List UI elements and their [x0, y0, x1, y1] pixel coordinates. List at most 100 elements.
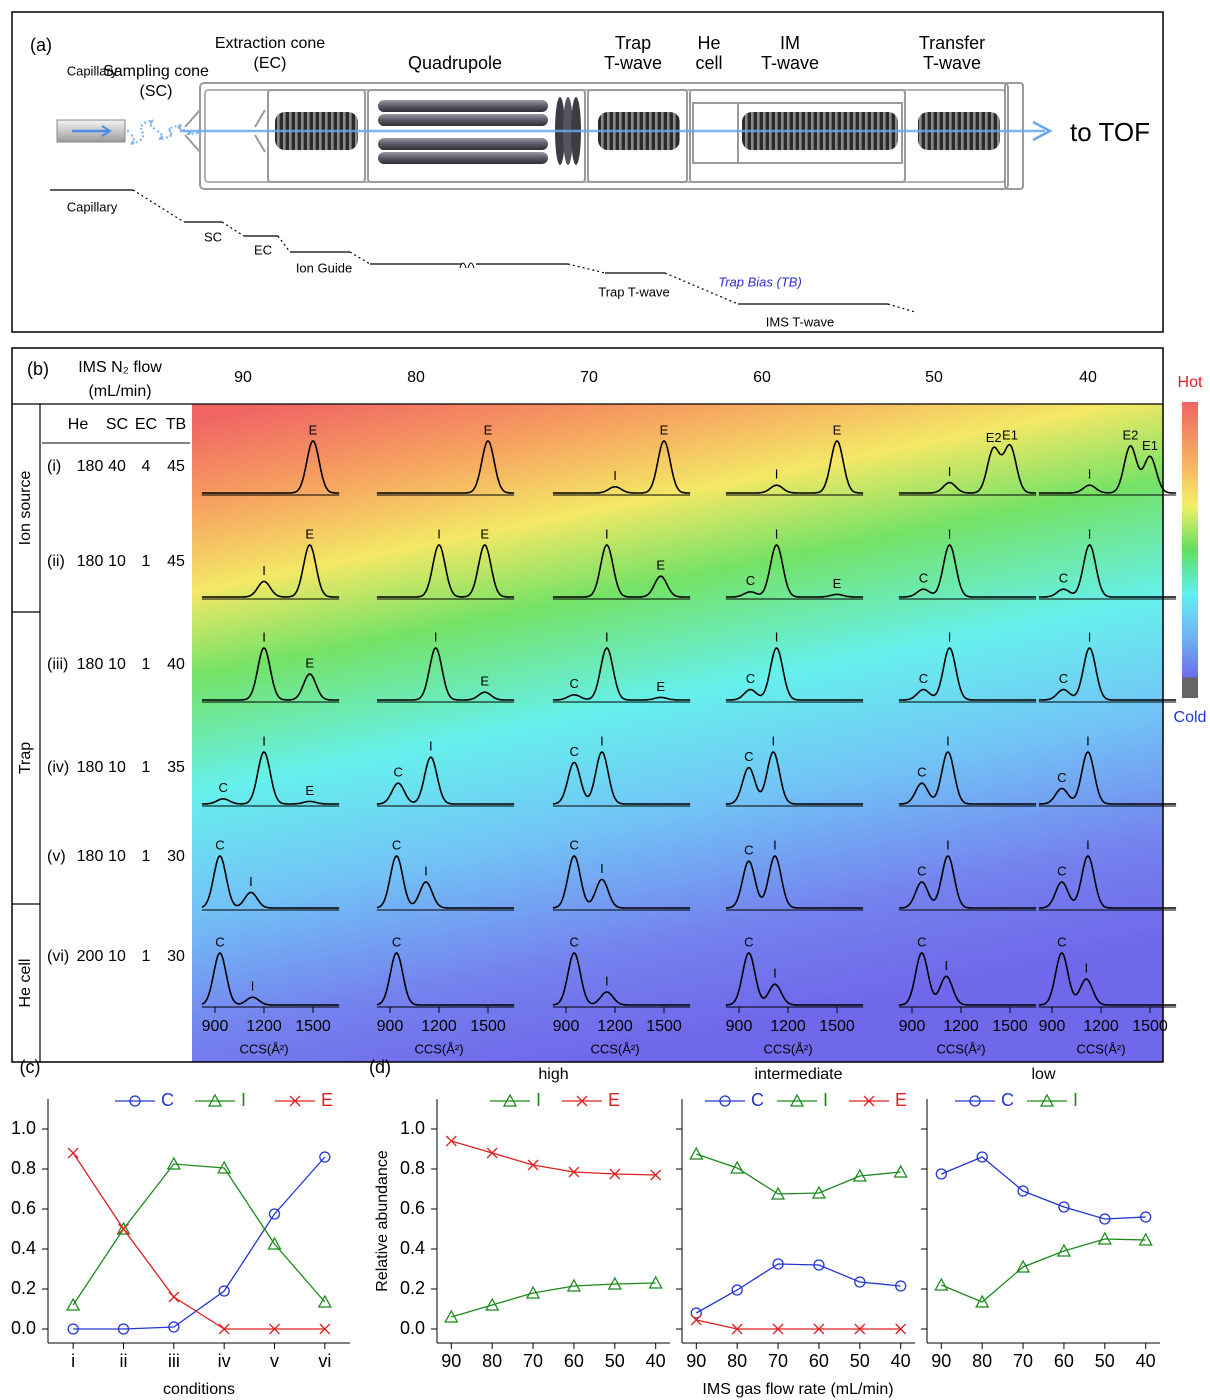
chart-title: intermediate	[754, 1066, 842, 1083]
peak-label: I	[605, 526, 609, 541]
marker	[568, 1166, 580, 1178]
condition-label: (i)	[47, 458, 61, 475]
condition-label: (v)	[47, 848, 66, 865]
peak-label: I	[605, 629, 609, 644]
spectrum	[1038, 751, 1177, 805]
marker	[217, 1160, 232, 1174]
x-tick-label: 90	[931, 1351, 951, 1371]
marker	[166, 1156, 181, 1170]
y-tick-label: 0.4	[11, 1238, 36, 1258]
flow-label: 70	[580, 369, 598, 386]
label: Capillary	[67, 199, 118, 214]
peak-label: C	[392, 934, 401, 949]
marker	[289, 1095, 301, 1107]
marker	[118, 1223, 129, 1235]
peak-label: I	[775, 467, 779, 482]
peak-label: C	[569, 744, 578, 759]
peak-label: E	[833, 576, 842, 591]
panel-frame	[11, 11, 1164, 333]
marker	[1017, 1185, 1029, 1197]
droplet	[135, 141, 138, 144]
spectrum	[376, 855, 515, 909]
ccs-axis-label: CCS(Å²)	[590, 1041, 639, 1056]
marker	[1058, 1201, 1070, 1213]
marker	[1099, 1213, 1111, 1225]
peak-label: I	[1084, 960, 1088, 975]
peak-label: C	[392, 837, 401, 852]
marker	[772, 1323, 784, 1335]
series-line	[941, 1156, 1146, 1220]
spectrum	[725, 751, 864, 805]
peak-label: C	[215, 934, 224, 949]
flow-label: 80	[407, 369, 425, 386]
droplet	[178, 127, 182, 130]
droplet	[168, 128, 171, 131]
marker	[218, 1285, 230, 1297]
legend-label: I	[1073, 1090, 1078, 1110]
peak-label: I	[775, 629, 779, 644]
marker	[1039, 1093, 1055, 1107]
peak-label: E	[480, 526, 489, 541]
peak-label: I	[249, 874, 253, 889]
marker	[1015, 1259, 1031, 1273]
series-line	[696, 1319, 901, 1330]
legend-label: E	[321, 1090, 333, 1110]
peak-label: I	[437, 526, 441, 541]
label: EC	[254, 242, 272, 257]
condition-header: SC	[106, 416, 128, 433]
droplet	[152, 127, 156, 130]
peak-label: C	[218, 780, 227, 795]
x-tick-label: 50	[605, 1351, 625, 1371]
ccs-tick-label: 1200	[943, 1018, 979, 1035]
x-tick-label: 40	[1136, 1351, 1156, 1371]
marker	[129, 1095, 141, 1107]
droplet	[160, 135, 163, 138]
condition-value: 10	[108, 553, 126, 570]
peak-label: C	[917, 934, 926, 949]
peak-label: I	[946, 733, 950, 748]
marker	[268, 1208, 281, 1220]
peak-label: E2	[1122, 428, 1138, 443]
droplet	[168, 130, 172, 133]
marker	[690, 1307, 702, 1319]
label: Transfer	[919, 33, 985, 53]
panel-b: (b) IMS N₂ flow (mL/min) Hot Cold 90 80 70…	[11, 347, 1206, 1063]
peak-label: E	[305, 655, 314, 670]
marker	[969, 1095, 981, 1107]
spectrum	[898, 647, 1037, 701]
condition-value: 1	[142, 948, 151, 965]
legend-label: I	[241, 1090, 246, 1110]
droplet	[132, 138, 135, 141]
x-tick-label: iii	[168, 1351, 180, 1371]
marker	[1056, 1243, 1072, 1257]
marker	[527, 1159, 539, 1171]
x-tick-label: 40	[646, 1351, 666, 1371]
legend-label: I	[823, 1090, 828, 1110]
x-tick-label: 80	[727, 1351, 747, 1371]
spectrum	[376, 756, 515, 805]
y-tick-label: 0.6	[11, 1198, 36, 1218]
droplet	[191, 132, 194, 135]
peak-label: E	[484, 422, 493, 437]
label: IM	[780, 33, 800, 53]
marker	[789, 1093, 805, 1107]
x-tick-label: 70	[523, 1351, 543, 1371]
label: Quadrupole	[408, 53, 502, 73]
peak-label: I	[605, 973, 609, 988]
droplet	[139, 127, 143, 130]
legend-label: E	[608, 1090, 620, 1110]
ccs-tick-label: 900	[899, 1018, 926, 1035]
ccs-tick-label: 1200	[421, 1018, 457, 1035]
droplet	[141, 135, 145, 138]
marker	[207, 1093, 223, 1107]
condition-value: 45	[167, 458, 185, 475]
droplet	[157, 130, 160, 133]
peak-label: I	[600, 733, 604, 748]
label: T-wave	[923, 53, 981, 73]
spectrum	[1038, 647, 1177, 701]
series-line	[72, 1152, 325, 1330]
marker	[852, 1168, 867, 1182]
marker	[1140, 1211, 1152, 1223]
ccs-tick-label: 1500	[470, 1018, 506, 1035]
condition-value: 1	[142, 553, 151, 570]
